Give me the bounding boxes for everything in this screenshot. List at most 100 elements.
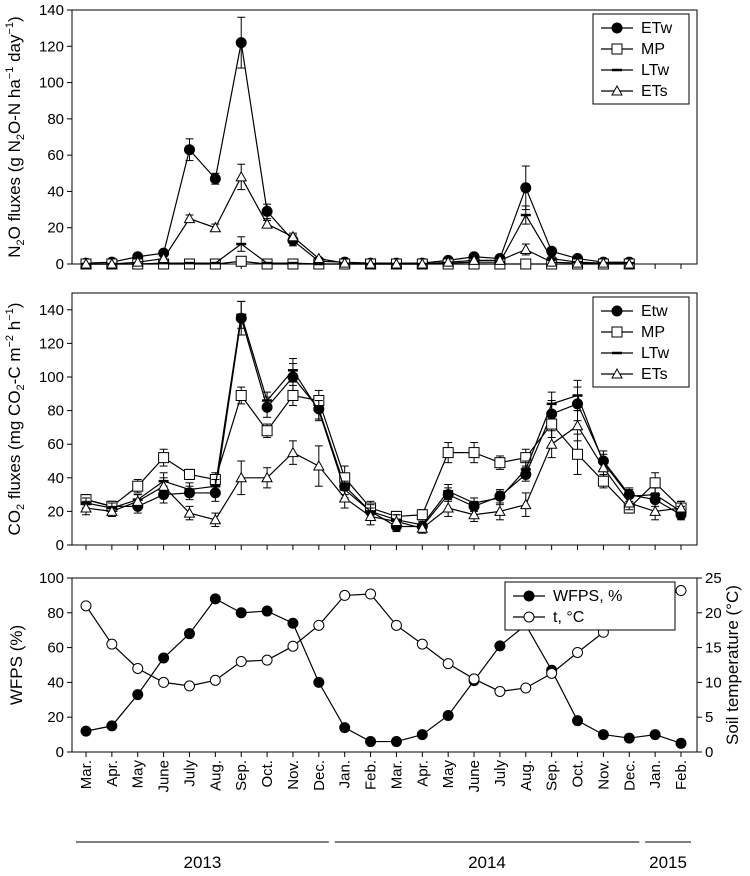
plot-frame (71, 577, 698, 753)
y-tick-label: 40 (47, 470, 64, 487)
data-point (287, 617, 299, 629)
data-point (312, 252, 325, 264)
data-point (546, 667, 558, 679)
data-point (312, 460, 325, 471)
y-axis-label: N2O fluxes (g N2O-N ha−1 day−1) (4, 16, 27, 257)
legend-label: t, °C (553, 609, 584, 626)
legend-marker (611, 305, 623, 317)
legend-label: ETs (641, 83, 668, 100)
data-point (157, 480, 170, 491)
data-point (520, 182, 532, 194)
month-label: July (181, 760, 198, 787)
data-point (649, 505, 661, 516)
data-point (261, 425, 273, 437)
data-point (442, 256, 455, 267)
data-point (261, 471, 273, 483)
legend-box (504, 581, 676, 631)
month-label: Dec. (621, 760, 638, 791)
y-tick-label: 80 (47, 111, 64, 128)
data-point (261, 605, 273, 617)
y-tick-label: 60 (47, 436, 64, 453)
series-line (85, 42, 630, 264)
data-point (468, 254, 480, 265)
legend-marker (523, 611, 535, 623)
legend-box (592, 13, 690, 105)
month-label: Feb. (363, 760, 380, 790)
y-tick-label: 100 (39, 75, 64, 92)
data-point (416, 257, 429, 269)
data-point (158, 452, 170, 464)
data-point (468, 673, 480, 685)
legend-marker (523, 590, 535, 602)
data-point (494, 685, 506, 697)
data-point (494, 254, 506, 265)
legend-marker (611, 84, 623, 96)
data-point (597, 257, 610, 268)
data-point (623, 496, 636, 508)
data-point (183, 144, 195, 156)
month-label: May (130, 760, 147, 789)
y-tick-label: 60 (47, 640, 64, 657)
month-label: Aug. (518, 760, 535, 791)
month-label: Jan. (647, 760, 664, 788)
series-ETw (80, 16, 635, 269)
y-tick-label: 60 (47, 147, 64, 164)
y-tick-label: 80 (47, 605, 64, 622)
data-point (442, 709, 454, 721)
data-point (572, 448, 584, 460)
year-axis: 2013 2014 2015 (76, 841, 691, 872)
legend-box (592, 296, 690, 388)
y-tick-label: 0 (56, 744, 64, 761)
data-point (623, 257, 636, 269)
y-tick-label: 20 (47, 709, 64, 726)
data-point (519, 243, 532, 254)
data-point (132, 480, 144, 492)
y-tick-label: 20 (47, 220, 64, 237)
y-tick-label: 0 (56, 537, 64, 554)
data-point (416, 522, 429, 533)
data-point (649, 477, 661, 489)
data-point (106, 505, 118, 516)
legend-label: LTw (641, 62, 670, 79)
legend-label: ETs (641, 366, 668, 383)
month-label: June (466, 760, 483, 793)
data-point (623, 732, 635, 744)
legend-label: LTw (641, 345, 670, 362)
data-point (183, 212, 196, 224)
data-point (183, 628, 195, 640)
legend-label: MP (641, 324, 665, 341)
month-label: Dec. (311, 760, 328, 791)
data-point (235, 656, 247, 668)
data-point (157, 252, 170, 264)
y-axis-label-part: fluxes (mg CO (5, 390, 24, 503)
data-point (235, 389, 247, 401)
y-axis-label-part: ) (5, 303, 24, 309)
data-point (519, 498, 532, 510)
data-point (572, 715, 584, 727)
month-label: Apr. (104, 760, 121, 787)
data-point (313, 619, 325, 631)
y-axis-label-part: −2 (4, 335, 16, 348)
data-point (339, 722, 351, 734)
series-ETs (80, 410, 687, 534)
month-label: May (440, 760, 457, 789)
month-label: Mar. (78, 760, 95, 789)
data-point (261, 218, 273, 229)
data-point (545, 438, 558, 449)
month-label: Apr. (414, 760, 431, 787)
series-line (85, 424, 682, 529)
data-point (390, 515, 403, 526)
data-point (338, 491, 351, 503)
data-point (287, 446, 299, 458)
legend-label: ETw (641, 20, 673, 37)
data-point (132, 662, 144, 674)
data-point (390, 619, 402, 631)
legend-label: WFPS, % (553, 588, 622, 605)
y-axis-label-right: Soil temperature (°C) (723, 585, 742, 745)
data-point (416, 509, 428, 521)
series-WFPS, % (80, 593, 687, 749)
data-point (649, 729, 661, 741)
y-axis-label-part: −1 (4, 22, 16, 35)
